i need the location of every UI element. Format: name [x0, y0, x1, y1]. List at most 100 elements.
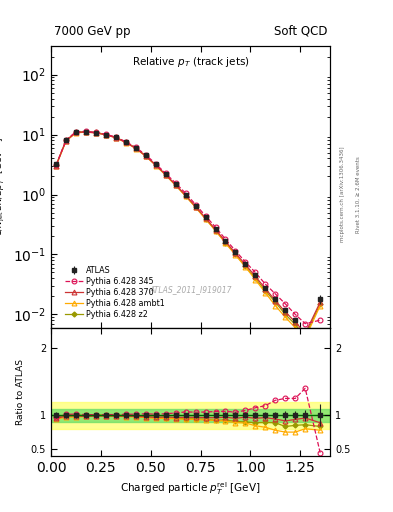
Pythia 6.428 z2: [293, 322, 298, 328]
Pythia 6.428 345: [263, 281, 268, 287]
Pythia 6.428 ambt1: [94, 130, 98, 136]
Pythia 6.428 345: [223, 236, 228, 242]
Pythia 6.428 z2: [84, 129, 88, 135]
Bar: [51, 409, 330, 422]
Pythia 6.428 ambt1: [54, 163, 59, 169]
Pythia 6.428 z2: [193, 204, 198, 210]
Pythia 6.428 z2: [273, 299, 278, 305]
Pythia 6.428 345: [153, 161, 158, 167]
Bar: [51, 402, 330, 429]
Pythia 6.428 ambt1: [223, 240, 228, 246]
Pythia 6.428 345: [283, 301, 288, 307]
Pythia 6.428 345: [303, 321, 308, 327]
Pythia 6.428 370: [243, 262, 248, 268]
Pythia 6.428 ambt1: [233, 252, 238, 258]
Pythia 6.428 345: [318, 317, 323, 323]
Pythia 6.428 370: [64, 138, 68, 144]
Pythia 6.428 ambt1: [73, 130, 78, 136]
Pythia 6.428 370: [114, 135, 118, 141]
Pythia 6.428 z2: [183, 193, 188, 199]
Pythia 6.428 z2: [263, 287, 268, 293]
Pythia 6.428 ambt1: [143, 153, 148, 159]
Text: 7000 GeV pp: 7000 GeV pp: [54, 25, 130, 37]
Pythia 6.428 ambt1: [263, 290, 268, 296]
Pythia 6.428 345: [273, 291, 278, 297]
Pythia 6.428 370: [263, 286, 268, 292]
Pythia 6.428 345: [253, 269, 258, 275]
Legend: ATLAS, Pythia 6.428 345, Pythia 6.428 370, Pythia 6.428 ambt1, Pythia 6.428 z2: ATLAS, Pythia 6.428 345, Pythia 6.428 37…: [64, 265, 166, 321]
Pythia 6.428 ambt1: [253, 276, 258, 283]
Pythia 6.428 370: [103, 132, 108, 138]
Pythia 6.428 370: [54, 162, 59, 168]
Pythia 6.428 370: [318, 299, 323, 305]
Pythia 6.428 345: [114, 134, 118, 140]
Pythia 6.428 ambt1: [114, 135, 118, 141]
Pythia 6.428 ambt1: [173, 182, 178, 188]
Pythia 6.428 ambt1: [134, 145, 138, 152]
Pythia 6.428 z2: [73, 129, 78, 135]
Pythia 6.428 345: [233, 248, 238, 254]
Pythia 6.428 ambt1: [318, 303, 323, 309]
Pythia 6.428 345: [64, 137, 68, 143]
Pythia 6.428 ambt1: [103, 132, 108, 138]
Pythia 6.428 370: [223, 239, 228, 245]
Pythia 6.428 z2: [54, 162, 59, 168]
Pythia 6.428 ambt1: [213, 227, 218, 233]
Pythia 6.428 345: [293, 311, 298, 317]
Pythia 6.428 ambt1: [273, 303, 278, 309]
Pythia 6.428 370: [293, 319, 298, 325]
Line: Pythia 6.428 345: Pythia 6.428 345: [53, 129, 323, 326]
Pythia 6.428 345: [203, 213, 208, 219]
Pythia 6.428 z2: [163, 172, 168, 178]
Pythia 6.428 345: [84, 129, 88, 135]
Pythia 6.428 370: [84, 129, 88, 135]
Pythia 6.428 370: [153, 162, 158, 168]
Line: Pythia 6.428 370: Pythia 6.428 370: [53, 130, 323, 336]
Pythia 6.428 z2: [134, 145, 138, 151]
Pythia 6.428 345: [193, 202, 198, 208]
Pythia 6.428 345: [213, 224, 218, 230]
Pythia 6.428 370: [163, 172, 168, 178]
Pythia 6.428 370: [253, 273, 258, 280]
Pythia 6.428 345: [143, 152, 148, 158]
Pythia 6.428 ambt1: [123, 140, 128, 146]
Text: mcplots.cern.ch [arXiv:1306.3436]: mcplots.cern.ch [arXiv:1306.3436]: [340, 147, 345, 242]
Pythia 6.428 370: [213, 226, 218, 232]
Text: ATLAS_2011_I919017: ATLAS_2011_I919017: [149, 285, 232, 294]
Pythia 6.428 370: [203, 215, 208, 221]
Line: Pythia 6.428 ambt1: Pythia 6.428 ambt1: [53, 130, 323, 340]
Pythia 6.428 z2: [123, 139, 128, 145]
Pythia 6.428 345: [54, 162, 59, 168]
Pythia 6.428 345: [123, 139, 128, 145]
Pythia 6.428 z2: [223, 240, 228, 246]
Pythia 6.428 345: [134, 144, 138, 151]
Pythia 6.428 345: [73, 129, 78, 135]
Pythia 6.428 z2: [153, 162, 158, 168]
Y-axis label: $1/N_\mathrm{jet}\,dN/dp_T^\mathrm{rel}\,[\mathrm{GeV}^{-1}]$: $1/N_\mathrm{jet}\,dN/dp_T^\mathrm{rel}\…: [0, 137, 7, 237]
Pythia 6.428 370: [233, 250, 238, 257]
Pythia 6.428 345: [243, 259, 248, 265]
Pythia 6.428 345: [94, 130, 98, 136]
Pythia 6.428 370: [94, 130, 98, 136]
Pythia 6.428 z2: [233, 251, 238, 258]
Pythia 6.428 ambt1: [153, 162, 158, 168]
Pythia 6.428 ambt1: [283, 314, 288, 320]
Pythia 6.428 370: [173, 182, 178, 188]
Pythia 6.428 z2: [143, 153, 148, 159]
Pythia 6.428 z2: [253, 275, 258, 282]
Pythia 6.428 370: [273, 297, 278, 304]
Pythia 6.428 z2: [213, 227, 218, 233]
Pythia 6.428 z2: [243, 263, 248, 269]
X-axis label: Charged particle $p_T^\mathrm{rel}$ [GeV]: Charged particle $p_T^\mathrm{rel}$ [GeV…: [120, 480, 261, 497]
Pythia 6.428 ambt1: [203, 216, 208, 222]
Pythia 6.428 370: [303, 330, 308, 336]
Pythia 6.428 ambt1: [183, 193, 188, 199]
Pythia 6.428 370: [134, 145, 138, 152]
Line: Pythia 6.428 z2: Pythia 6.428 z2: [54, 130, 322, 338]
Text: Rivet 3.1.10, ≥ 2.6M events: Rivet 3.1.10, ≥ 2.6M events: [356, 156, 361, 233]
Pythia 6.428 345: [103, 131, 108, 137]
Pythia 6.428 370: [283, 309, 288, 315]
Pythia 6.428 z2: [64, 137, 68, 143]
Text: Relative $p_T$ (track jets): Relative $p_T$ (track jets): [132, 55, 250, 69]
Pythia 6.428 z2: [173, 182, 178, 188]
